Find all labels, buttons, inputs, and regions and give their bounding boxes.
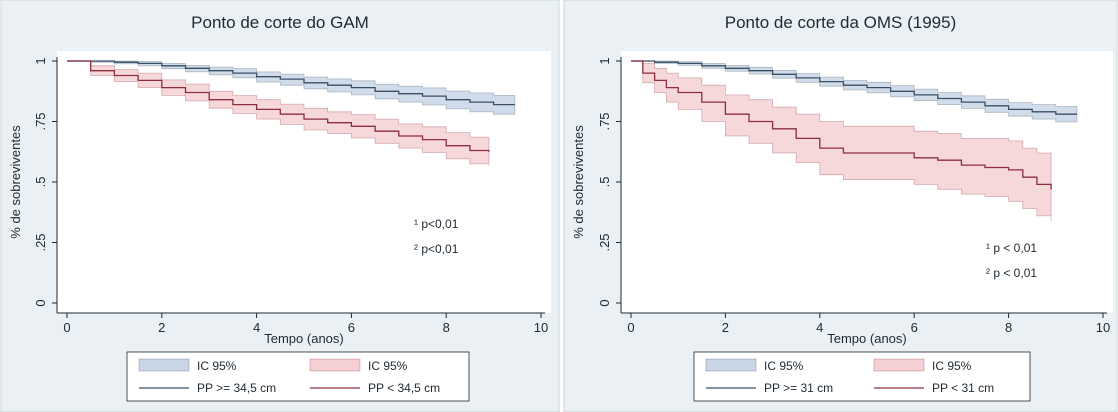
y-tick-label: .5 xyxy=(597,177,612,188)
y-tick-label: .75 xyxy=(597,112,612,130)
annotation-p1: ¹ p < 0,01 xyxy=(986,241,1037,255)
x-tick-label: 6 xyxy=(348,320,355,335)
legend-band-label: IC 95% xyxy=(932,359,972,373)
x-tick-label: 10 xyxy=(534,320,548,335)
x-tick-label: 6 xyxy=(911,320,918,335)
legend: IC 95% PP >= 34,5 cm IC 95% PP < 34,5 cm xyxy=(126,351,470,402)
y-axis-label: % de sobreviventes xyxy=(571,125,586,239)
x-tick-label: 4 xyxy=(816,320,823,335)
chart-title: Ponto de corte da OMS (1995) xyxy=(725,13,957,32)
x-tick-label: 0 xyxy=(63,320,70,335)
y-axis-label: % de sobreviventes xyxy=(8,125,23,239)
legend-band-label: IC 95% xyxy=(764,359,804,373)
plot-area xyxy=(57,51,551,313)
y-tick-label: .25 xyxy=(597,233,612,251)
legend-line-label: PP >= 34,5 cm xyxy=(197,381,276,395)
ci-band-1 xyxy=(67,60,516,115)
x-tick-label: 0 xyxy=(627,320,634,335)
y-tick-label: .75 xyxy=(33,112,48,130)
annotation-p2: ² p < 0,01 xyxy=(986,266,1037,280)
y-tick-label: 1 xyxy=(33,57,48,64)
x-axis-label: Tempo (anos) xyxy=(827,331,906,346)
series-line-2 xyxy=(631,60,1052,190)
x-axis-label: Tempo (anos) xyxy=(264,331,343,346)
x-tick-label: 10 xyxy=(1096,320,1110,335)
y-tick-label: .25 xyxy=(33,233,48,251)
annotation-p2: ² p<0,01 xyxy=(414,242,459,256)
y-tick-label: .5 xyxy=(33,177,48,188)
x-tick-label: 8 xyxy=(443,320,450,335)
ci-band-1 xyxy=(631,60,1078,123)
legend-line-label: PP < 34,5 cm xyxy=(368,381,440,395)
series-line-1 xyxy=(67,60,515,106)
y-tick-label: 1 xyxy=(597,57,612,64)
chart-title: Ponto de corte do GAM xyxy=(191,13,369,32)
legend-band-label: IC 95% xyxy=(368,359,408,373)
legend-box xyxy=(126,351,470,402)
legend-band-swatch xyxy=(138,358,190,372)
chart-panel-2: Ponto de corte da OMS (1995) 0 2 4 6 8 10 0 .25.… xyxy=(563,0,1118,412)
chart-panel-1: Ponto de corte do GAM 0 2 4 6 8 10 0 .25 .5 .75 1 Te… xyxy=(0,0,560,412)
x-tick-label: 2 xyxy=(722,320,729,335)
legend-line-label: PP >= 31 cm xyxy=(764,381,833,395)
y-tick-label: 0 xyxy=(597,299,612,306)
y-tick-label: 0 xyxy=(33,299,48,306)
legend-band-swatch xyxy=(705,358,757,372)
legend-band-label: IC 95% xyxy=(197,359,237,373)
x-tick-label: 4 xyxy=(253,320,260,335)
legend-band-swatch xyxy=(873,358,925,372)
series-line-2 xyxy=(67,60,490,152)
legend: IC 95% PP >= 31 cm IC 95% PP < 31 cm xyxy=(693,351,1031,402)
x-tick-label: 2 xyxy=(158,320,165,335)
legend-line-label: PP < 31 cm xyxy=(932,381,994,395)
legend-band-swatch xyxy=(309,358,361,372)
annotation-p1: ¹ p<0,01 xyxy=(414,217,459,231)
series-line-1 xyxy=(631,60,1077,115)
ci-band-2 xyxy=(631,60,1052,221)
x-tick-label: 8 xyxy=(1005,320,1012,335)
